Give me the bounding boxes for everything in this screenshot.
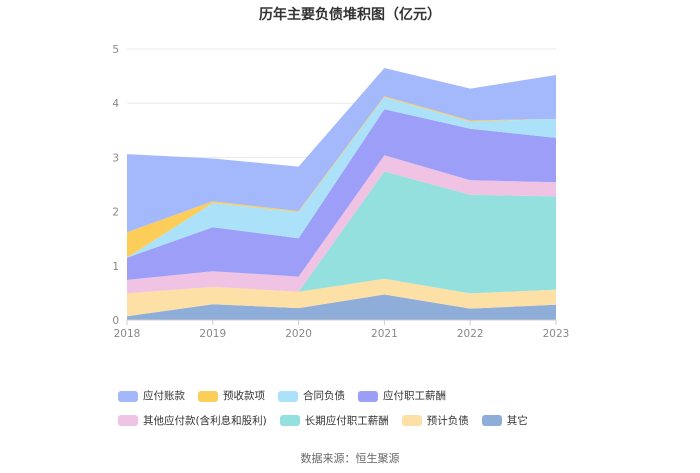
legend-item[interactable]: 预计负债 xyxy=(401,410,469,432)
legend-item[interactable]: 其他应付款(含利息和股利) xyxy=(118,410,267,432)
x-tick-label: 2018 xyxy=(114,328,141,340)
axes: 0 1 2 3 4 5 2018 2019 2020 2021 2022 2023 xyxy=(112,44,569,340)
legend-label: 应付职工薪酬 xyxy=(383,390,446,402)
x-tick-label: 2020 xyxy=(285,328,312,340)
x-tick-label: 2021 xyxy=(371,328,398,340)
legend-item[interactable]: 长期应付职工薪酬 xyxy=(279,410,389,432)
area-合同负债 xyxy=(127,97,556,258)
area-应付职工薪酬 xyxy=(127,109,556,280)
legend-item[interactable]: 合同负债 xyxy=(278,385,345,407)
legend-label: 合同负债 xyxy=(303,390,345,402)
area-其它 xyxy=(127,294,556,320)
area-应付账款 xyxy=(127,68,556,233)
legend-swatch xyxy=(278,390,298,402)
legend-item[interactable]: 预收款项 xyxy=(198,385,265,407)
chart-title: 历年主要负债堆积图（亿元） xyxy=(259,7,441,23)
y-tick-label: 0 xyxy=(112,315,119,327)
y-tick-label: 5 xyxy=(112,44,119,56)
area-预计负债 xyxy=(127,278,556,317)
legend-label: 长期应付职工薪酬 xyxy=(304,414,389,427)
area-series xyxy=(127,68,556,320)
y-tick-label: 2 xyxy=(112,207,119,219)
y-tick-label: 4 xyxy=(112,98,119,110)
legend-swatch xyxy=(401,415,422,426)
area-其他应付款(含利息和股利) xyxy=(127,155,556,294)
legend-label: 其它 xyxy=(506,414,528,427)
x-tick-label: 2022 xyxy=(457,328,484,340)
legend-item[interactable]: 应付账款 xyxy=(118,385,185,407)
legend-swatch xyxy=(358,390,378,402)
legend-label: 应付账款 xyxy=(143,390,185,402)
y-tick-label: 1 xyxy=(112,261,119,273)
legend-label: 预收款项 xyxy=(223,390,265,402)
legend-swatch xyxy=(118,415,138,426)
x-tick-label: 2023 xyxy=(543,328,570,340)
area-长期应付职工薪酬 xyxy=(127,171,556,294)
legend-label: 其他应付款(含利息和股利) xyxy=(143,414,267,427)
legend-item[interactable]: 应付职工薪酬 xyxy=(358,385,446,407)
legend-swatch xyxy=(198,390,218,402)
data-source: 数据来源：恒生聚源 xyxy=(300,452,400,465)
stacked-area-chart: 0 1 2 3 4 5 2018 2019 2020 2021 2022 2023 xyxy=(112,44,569,340)
legend-label: 预计负债 xyxy=(426,414,469,427)
legend-item[interactable]: 其它 xyxy=(481,410,528,432)
legend-swatch xyxy=(279,415,300,426)
legend-swatch xyxy=(481,415,502,426)
legend-swatch xyxy=(118,390,138,402)
y-tick-label: 3 xyxy=(112,152,119,164)
x-tick-label: 2019 xyxy=(199,328,226,340)
legend: 应付账款 预收款项 合同负债 应付职工薪酬其他应付款(含利息和股利) 长期应付职工薪酬 预… xyxy=(118,385,588,434)
